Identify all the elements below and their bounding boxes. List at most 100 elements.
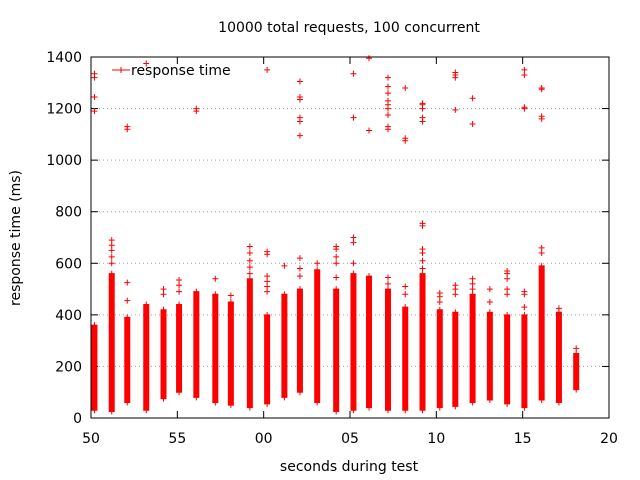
x-tick-label: 15	[514, 431, 532, 447]
response-time-point	[504, 268, 511, 275]
response-time-column	[333, 243, 340, 415]
response-time-point	[436, 298, 443, 305]
response-time-point	[469, 275, 476, 282]
x-tick-label: 10	[427, 431, 445, 447]
response-time-point	[193, 288, 200, 295]
response-time-point	[333, 243, 340, 250]
response-time-band	[350, 273, 357, 411]
response-time-point	[436, 289, 443, 296]
response-time-column	[452, 69, 459, 410]
response-time-point	[384, 274, 391, 281]
response-time-point	[227, 402, 234, 409]
response-time-band	[384, 289, 391, 411]
response-time-point	[521, 404, 528, 411]
response-time-point	[246, 275, 253, 282]
response-time-band	[193, 291, 200, 398]
response-time-point	[176, 282, 183, 289]
response-time-point	[402, 135, 409, 142]
y-tick-label: 600	[55, 256, 82, 272]
response-time-point	[91, 407, 98, 414]
response-time-point	[160, 286, 167, 293]
response-time-point	[365, 404, 372, 411]
response-time-band	[333, 289, 340, 412]
response-time-band	[469, 294, 476, 403]
response-time-point	[419, 220, 426, 227]
response-time-point	[436, 306, 443, 313]
response-time-column	[176, 277, 183, 396]
response-time-point	[365, 273, 372, 280]
response-time-point	[264, 248, 271, 255]
response-time-column	[402, 84, 409, 414]
response-time-point	[469, 95, 476, 102]
response-time-point	[350, 270, 357, 277]
response-time-point	[160, 306, 167, 313]
response-time-point	[469, 399, 476, 406]
response-time-point	[573, 350, 580, 357]
response-time-column	[193, 105, 200, 401]
response-time-point	[143, 407, 150, 414]
x-tick-label: 00	[255, 431, 273, 447]
response-time-point	[124, 297, 131, 304]
response-time-point	[452, 403, 459, 410]
response-time-point	[143, 60, 150, 67]
response-time-point	[402, 407, 409, 414]
response-time-point	[538, 249, 545, 256]
response-time-point	[296, 265, 303, 272]
response-time-point	[573, 386, 580, 393]
response-time-point	[555, 399, 562, 406]
response-time-band	[314, 269, 321, 403]
response-time-point	[108, 242, 115, 249]
response-time-point	[212, 275, 219, 282]
response-time-column	[365, 55, 372, 411]
response-time-point	[486, 396, 493, 403]
response-time-point	[469, 121, 476, 128]
plot-frame	[90, 56, 610, 419]
response-time-point	[264, 400, 271, 407]
response-time-point	[419, 407, 426, 414]
response-time-point	[296, 255, 303, 262]
response-time-point	[160, 291, 167, 298]
response-time-point	[124, 399, 131, 406]
y-tick-label: 800	[55, 205, 82, 221]
response-time-point	[281, 262, 288, 269]
response-time-point	[350, 234, 357, 241]
response-time-band	[402, 307, 409, 411]
response-time-point	[314, 399, 321, 406]
response-time-column	[555, 305, 562, 406]
response-time-point	[264, 288, 271, 295]
response-time-column	[246, 243, 253, 411]
response-time-point	[314, 260, 321, 267]
response-time-column	[281, 262, 288, 401]
response-time-point	[124, 123, 131, 130]
response-time-column	[227, 292, 234, 409]
response-time-point	[384, 112, 391, 119]
response-time-point	[452, 309, 459, 316]
response-time-point	[402, 304, 409, 311]
response-time-column	[384, 74, 391, 414]
response-time-point	[296, 389, 303, 396]
response-time-point	[486, 309, 493, 316]
response-time-column	[91, 70, 98, 414]
response-time-point	[555, 305, 562, 312]
response-time-column	[143, 60, 150, 414]
response-time-band	[555, 312, 562, 403]
response-time-point	[384, 90, 391, 97]
response-time-point	[124, 279, 131, 286]
response-time-point	[281, 394, 288, 401]
response-time-point	[521, 311, 528, 318]
response-time-point	[521, 66, 528, 73]
response-time-column	[486, 286, 493, 403]
y-tick-label: 400	[55, 308, 82, 324]
response-time-point	[160, 395, 167, 402]
response-time-point	[108, 247, 115, 254]
response-time-point	[521, 304, 528, 311]
x-tick-label: 50	[82, 431, 100, 447]
response-time-point	[452, 291, 459, 298]
response-time-band	[124, 317, 131, 403]
response-time-band	[176, 304, 183, 393]
legend-label: response time	[131, 63, 231, 79]
response-time-point	[384, 83, 391, 90]
response-time-point	[538, 244, 545, 251]
response-time-point	[419, 246, 426, 253]
